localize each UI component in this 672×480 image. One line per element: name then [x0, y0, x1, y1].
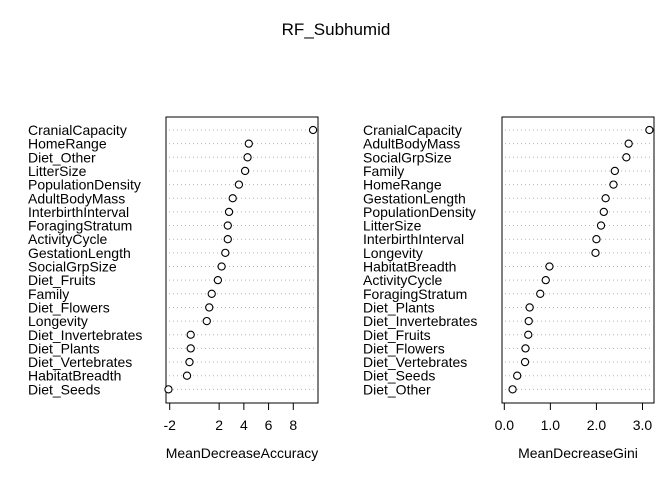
gini-data-point — [508, 385, 517, 394]
accuracy-variable-label: Longevity — [28, 313, 88, 329]
accuracy-variable-label: ForagingStratum — [28, 218, 132, 234]
gini-variable-label: HabitatBreadth — [363, 259, 456, 275]
accuracy-variable-label: Family — [28, 286, 69, 302]
accuracy-variable-label: Diet_Flowers — [28, 299, 110, 315]
accuracy-variable-label: Diet_Invertebrates — [28, 327, 142, 343]
gini-data-point — [592, 235, 601, 244]
gini-variable-label: Diet_Vertebrates — [363, 354, 467, 370]
gini-data-point — [520, 357, 530, 367]
gini-variable-label: Diet_Flowers — [363, 340, 445, 356]
accuracy-data-point — [228, 194, 237, 203]
accuracy-data-point — [244, 139, 253, 148]
gini-data-point — [596, 221, 606, 230]
gini-variable-label: Diet_Fruits — [363, 327, 431, 343]
gini-data-point — [622, 153, 631, 162]
accuracy-variable-label: Diet_Vertebrates — [28, 354, 132, 370]
gini-variable-label: GestationLength — [363, 190, 466, 206]
gini-x-tick-label: 2.0 — [587, 417, 607, 433]
gini-variable-label: Family — [363, 163, 404, 179]
gini-variable-label: AdultBodyMass — [363, 136, 460, 152]
gini-data-point — [610, 166, 619, 176]
gini-data-point — [545, 262, 554, 271]
gini-x-tick-label: 3.0 — [633, 417, 653, 433]
accuracy-data-point — [224, 207, 234, 217]
accuracy-x-tick-label: 2 — [215, 417, 223, 433]
accuracy-data-point — [186, 330, 195, 339]
accuracy-variable-label: ActivityCycle — [28, 231, 108, 247]
gini-x-axis-label: MeanDecreaseGini — [518, 445, 638, 461]
gini-variable-label: Diet_Invertebrates — [363, 313, 477, 329]
gini-data-point — [536, 289, 545, 298]
gini-data-point — [645, 125, 654, 135]
gini-variable-label: SocialGrpSize — [363, 149, 452, 165]
accuracy-data-point — [213, 275, 223, 285]
accuracy-data-point — [217, 262, 226, 271]
gini-variable-label: Diet_Seeds — [363, 368, 435, 384]
accuracy-x-tick-label: 8 — [289, 417, 297, 433]
accuracy-x-tick-label: -2 — [163, 417, 176, 433]
gini-x-tick-label: 0.0 — [495, 417, 515, 433]
gini-data-point — [599, 207, 608, 217]
gini-data-point — [521, 344, 530, 353]
accuracy-variable-label: HomeRange — [28, 136, 107, 152]
accuracy-data-point — [186, 344, 195, 353]
accuracy-variable-label: Diet_Plants — [28, 340, 100, 356]
accuracy-variable-label: Diet_Other — [28, 149, 96, 165]
gini-data-point — [541, 275, 550, 285]
accuracy-data-point — [308, 125, 318, 135]
accuracy-data-point — [240, 166, 250, 176]
gini-panel: CranialCapacityAdultBodyMassSocialGrpSiz… — [363, 122, 654, 433]
gini-data-point — [601, 194, 610, 203]
accuracy-data-point — [185, 357, 194, 367]
gini-variable-label: InterbirthInterval — [363, 231, 464, 247]
gini-data-point — [624, 139, 633, 148]
gini-variable-label: Diet_Plants — [363, 299, 435, 315]
gini-data-point — [591, 248, 600, 257]
accuracy-data-point — [234, 180, 244, 189]
gini-variable-label: Diet_Other — [363, 381, 431, 397]
accuracy-variable-label: SocialGrpSize — [28, 259, 117, 275]
accuracy-variable-label: Diet_Fruits — [28, 272, 96, 288]
accuracy-data-point — [223, 235, 232, 244]
gini-data-point — [524, 330, 533, 339]
accuracy-data-point — [207, 289, 216, 298]
gini-variable-label: LitterSize — [363, 218, 422, 234]
accuracy-variable-label: GestationLength — [28, 245, 131, 261]
gini-variable-label: CranialCapacity — [363, 122, 462, 138]
gini-x-tick-label: 1.0 — [541, 417, 561, 433]
accuracy-variable-label: PopulationDensity — [28, 177, 141, 193]
gini-data-point — [524, 316, 533, 326]
accuracy-variable-label: LitterSize — [28, 163, 87, 179]
gini-data-point — [525, 303, 534, 312]
chart-title: RF_Subhumid — [282, 20, 391, 39]
accuracy-x-axis-label: MeanDecreaseAccuracy — [166, 445, 319, 461]
accuracy-panel: CranialCapacityHomeRangeDiet_OtherLitter… — [28, 122, 318, 433]
accuracy-data-point — [223, 221, 232, 230]
accuracy-data-point — [182, 371, 192, 380]
gini-variable-label: HomeRange — [363, 177, 442, 193]
gini-variable-label: ActivityCycle — [363, 272, 443, 288]
accuracy-variable-label: Diet_Seeds — [28, 381, 100, 397]
accuracy-data-point — [164, 385, 173, 394]
gini-data-point — [513, 371, 522, 380]
gini-variable-label: ForagingStratum — [363, 286, 467, 302]
accuracy-data-point — [221, 248, 230, 257]
accuracy-variable-label: HabitatBreadth — [28, 368, 121, 384]
gini-variable-label: PopulationDensity — [363, 204, 476, 220]
accuracy-data-point — [205, 303, 214, 312]
gini-variable-label: Longevity — [363, 245, 423, 261]
accuracy-data-point — [243, 153, 252, 162]
gini-data-point — [609, 180, 618, 189]
accuracy-variable-label: AdultBodyMass — [28, 190, 125, 206]
accuracy-x-tick-label: 6 — [265, 417, 273, 433]
accuracy-data-point — [202, 316, 211, 326]
accuracy-variable-label: InterbirthInterval — [28, 204, 129, 220]
accuracy-variable-label: CranialCapacity — [28, 122, 127, 138]
accuracy-x-tick-label: 4 — [240, 417, 248, 433]
